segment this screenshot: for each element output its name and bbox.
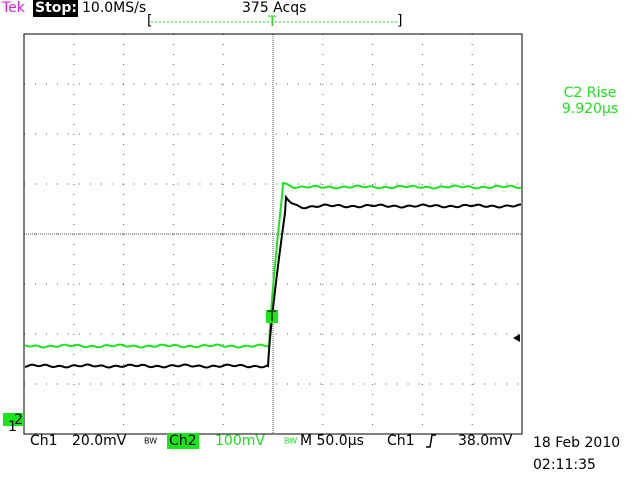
state-box: [33, 0, 78, 17]
graticule: [24, 34, 522, 434]
measurement-value: 9.920µs: [562, 101, 618, 117]
ch2-trace: [24, 181, 522, 349]
ch1-marker-label: 1: [8, 419, 17, 435]
trigger-level-arrow: [513, 334, 520, 342]
state: Stop:: [35, 0, 77, 16]
ch2-scale: 100mV: [215, 433, 265, 449]
brand: Tek: [1, 0, 26, 16]
trigger-position: T: [267, 14, 277, 30]
ch1-scale: 20.0mV: [72, 433, 127, 449]
time: 02:11:35: [533, 457, 596, 473]
timebase: M 50.0µs: [300, 433, 364, 449]
ch1-label: Ch1: [30, 433, 58, 449]
date: 18 Feb 2010: [533, 435, 620, 451]
bw-limit: BW: [144, 437, 157, 446]
graticule-border: [23, 33, 523, 435]
record-bracket: ]: [397, 13, 402, 29]
ch2-label: Ch2: [169, 433, 197, 449]
trigger-source: Ch1: [387, 433, 415, 449]
ch2-marker: [3, 413, 24, 426]
bw-limit: BW: [284, 437, 297, 446]
trigger-marker-label: T: [267, 309, 277, 325]
sample-rate: 10.0MS/s: [82, 0, 146, 16]
record-bracket: [: [147, 13, 152, 29]
measurement-label: C2 Rise: [564, 85, 617, 101]
rising-edge-icon: [426, 434, 436, 448]
ch2-label-box: [167, 433, 199, 449]
ch1-trace: [24, 194, 521, 369]
trigger-level: 38.0mV: [458, 433, 513, 449]
trigger-marker: [266, 310, 278, 323]
acquisitions: 375 Acqs: [242, 0, 306, 16]
ch2-marker-label: 2: [14, 412, 23, 428]
